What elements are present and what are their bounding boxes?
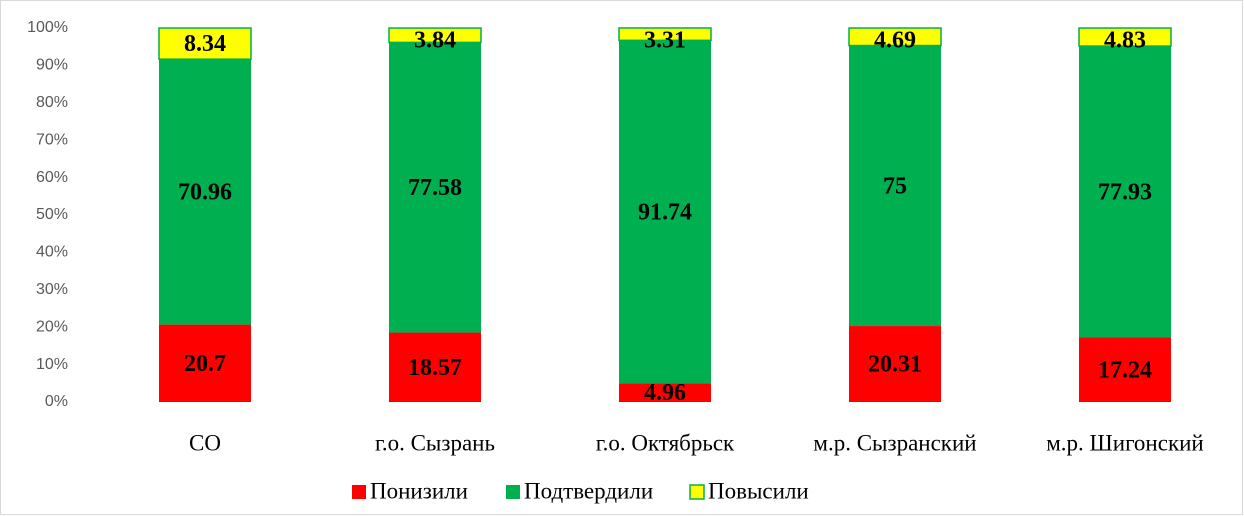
- data-label: 4.83: [1104, 28, 1146, 54]
- y-tick-label: 100%: [27, 19, 68, 36]
- x-tick-label: м.р. Сызранский: [813, 430, 976, 455]
- data-label: 18.57: [408, 355, 462, 381]
- bar-segment: [619, 40, 711, 384]
- bar-segment: [389, 42, 481, 333]
- legend-label: Понизили: [370, 478, 468, 503]
- data-label: 70.96: [178, 179, 232, 205]
- data-label: 3.84: [414, 28, 456, 54]
- x-tick-label: г.о. Октябрьск: [596, 430, 735, 455]
- bar-segment: [848, 27, 942, 47]
- y-tick-label: 50%: [36, 206, 68, 223]
- bar-segment: [1078, 27, 1172, 47]
- bar-segment: [1079, 46, 1171, 338]
- data-label: 91.74: [638, 199, 692, 225]
- bar-segment: [158, 27, 252, 60]
- data-label: 20.31: [868, 352, 922, 378]
- x-tick-label: м.р. Шигонский: [1046, 430, 1204, 455]
- data-label: 3.31: [644, 28, 686, 54]
- y-tick-label: 70%: [36, 131, 68, 148]
- bar-segment: [389, 332, 481, 402]
- data-label: 8.34: [184, 31, 226, 57]
- y-tick-label: 20%: [36, 318, 68, 335]
- y-tick-label: 90%: [36, 57, 68, 74]
- y-tick-label: 30%: [36, 281, 68, 298]
- legend-label: Подтвердили: [524, 478, 653, 503]
- bar-segment: [619, 383, 711, 402]
- data-label: 77.93: [1098, 179, 1152, 205]
- bar-segment: [849, 326, 941, 402]
- data-label: 17.24: [1098, 357, 1152, 383]
- legend-label: Повысили: [708, 478, 809, 503]
- legend-swatch: [352, 485, 366, 499]
- y-tick-label: 10%: [36, 356, 68, 373]
- bar-segment: [159, 324, 251, 402]
- bar-segment: [388, 27, 482, 44]
- y-tick-label: 60%: [36, 169, 68, 186]
- y-tick-label: 0%: [45, 393, 68, 410]
- x-tick-label: СО: [189, 430, 221, 455]
- legend-swatch: [689, 484, 705, 500]
- x-tick-label: г.о. Сызрань: [375, 430, 495, 455]
- bar-segment: [618, 27, 712, 42]
- data-label: 4.96: [644, 380, 686, 406]
- legend-swatch: [506, 485, 520, 499]
- data-label: 77.58: [408, 175, 462, 201]
- bar-segment: [1079, 337, 1171, 402]
- y-tick-label: 80%: [36, 94, 68, 111]
- data-label: 4.69: [874, 28, 916, 54]
- y-tick-label: 40%: [36, 244, 68, 261]
- bar-segment: [159, 59, 251, 325]
- bar-segment: [849, 45, 941, 327]
- data-label: 75: [883, 173, 907, 199]
- data-label: 20.7: [184, 351, 226, 377]
